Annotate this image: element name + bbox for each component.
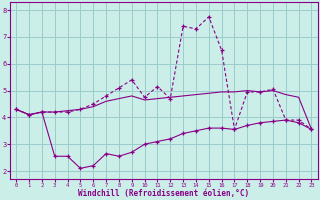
X-axis label: Windchill (Refroidissement éolien,°C): Windchill (Refroidissement éolien,°C) <box>78 189 249 198</box>
